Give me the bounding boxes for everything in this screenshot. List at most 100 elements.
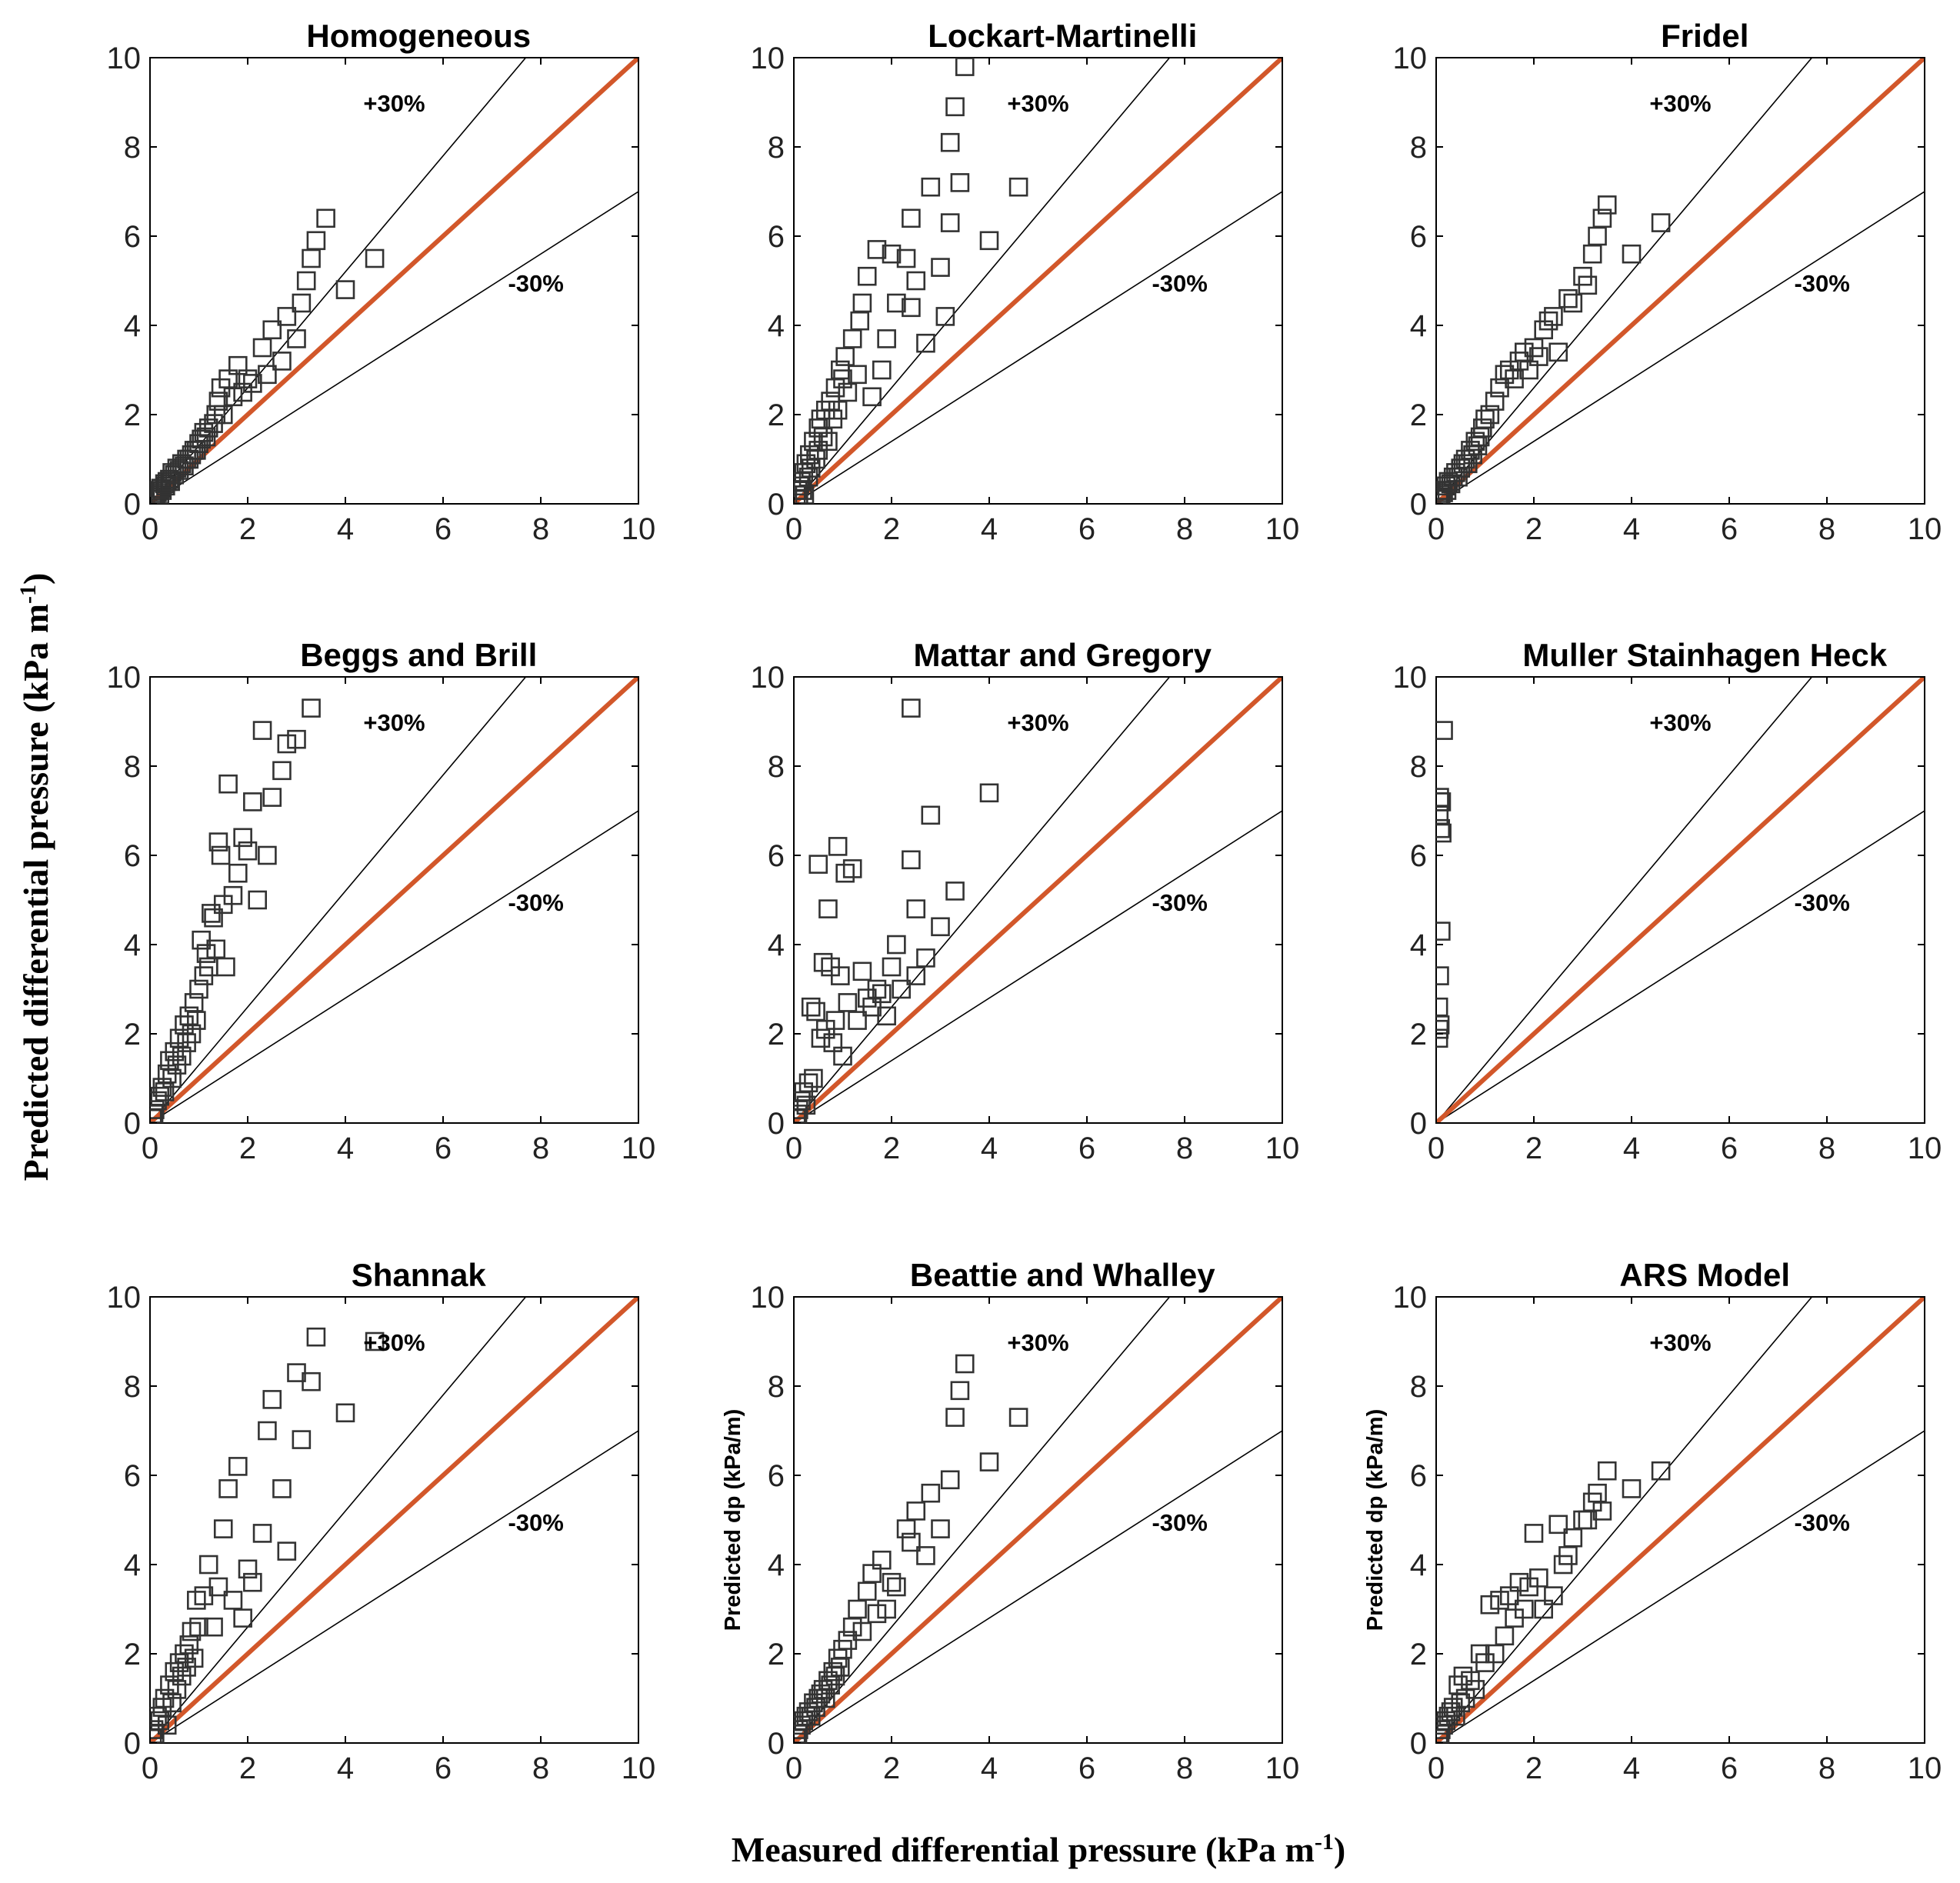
- panel-title: Beggs and Brill: [300, 637, 537, 673]
- data-point: [896, 248, 916, 268]
- y-tick-label: 2: [124, 398, 141, 432]
- data-point: [852, 293, 872, 313]
- data-point: [945, 97, 965, 117]
- upper-bound-label: +30%: [1007, 1329, 1068, 1356]
- x-tick-label: 8: [1176, 512, 1193, 546]
- data-point: [258, 1421, 277, 1441]
- x-tick-label: 4: [337, 1751, 354, 1785]
- lower-bound-line: [1436, 191, 1925, 504]
- y-tick-label: 2: [768, 398, 785, 432]
- data-points: [794, 1354, 1028, 1743]
- data-point: [872, 360, 892, 380]
- lower-bound-line: [794, 191, 1282, 504]
- parity-line: [150, 58, 638, 504]
- x-tick-label: 0: [785, 512, 802, 546]
- panel-muller-stainhagen-heck: 0 2 4 6 8 10 0 2 4 6 8 10 Muller Stainhagen Heck +30%…: [1393, 637, 1942, 1165]
- y-tick-label: 8: [768, 750, 785, 784]
- y-tick-label: 0: [1410, 488, 1427, 522]
- lower-bound-line: [1436, 1430, 1925, 1743]
- data-point: [189, 979, 208, 999]
- y-tick-label: 0: [768, 1727, 785, 1761]
- data-point: [175, 456, 194, 476]
- x-tick-label: 10: [622, 512, 656, 546]
- y-tick-label: 0: [768, 488, 785, 522]
- x-tick-label: 10: [1908, 1131, 1942, 1165]
- reference-lines: [1436, 677, 1925, 1123]
- upper-bound-line: [1436, 58, 1813, 504]
- data-point: [801, 997, 821, 1017]
- y-tick-label: 4: [768, 928, 785, 962]
- y-tick-label: 0: [124, 1107, 141, 1141]
- data-point: [887, 1577, 906, 1597]
- data-point: [831, 966, 850, 985]
- data-point: [833, 369, 852, 388]
- data-point: [1548, 342, 1568, 362]
- panel-beggs-and-brill: 0 2 4 6 8 10 0 2 4 6 8 10 Beggs and Brill +30% -30%: [107, 637, 656, 1165]
- lower-bound-line: [150, 1430, 638, 1743]
- data-point: [306, 231, 326, 251]
- data-point: [902, 1532, 921, 1552]
- y-tick-label: 2: [1410, 398, 1427, 432]
- x-tick-label: 2: [239, 1751, 256, 1785]
- lower-bound-line: [1436, 810, 1925, 1123]
- data-point: [916, 333, 935, 353]
- y-tick-label: 6: [768, 1459, 785, 1493]
- data-point: [1597, 1461, 1617, 1481]
- data-point: [272, 352, 292, 371]
- data-point: [1622, 244, 1642, 264]
- x-tick-label: 6: [435, 1751, 452, 1785]
- data-point: [179, 1635, 199, 1655]
- data-point: [238, 1559, 258, 1579]
- y-tick-label: 8: [1410, 750, 1427, 784]
- data-point: [258, 365, 277, 385]
- data-point: [877, 1599, 896, 1619]
- data-point: [950, 1381, 970, 1401]
- y-tick-label: 2: [768, 1018, 785, 1051]
- data-point: [1515, 1599, 1534, 1619]
- data-point: [1451, 1693, 1471, 1713]
- y-tick-label: 8: [768, 1370, 785, 1404]
- data-point: [833, 1046, 852, 1066]
- panel-title: Muller Stainhagen Heck: [1522, 637, 1887, 673]
- reference-lines: [1436, 1297, 1925, 1743]
- data-point: [921, 177, 941, 197]
- data-point: [916, 1546, 935, 1565]
- data-point: [945, 882, 965, 901]
- data-point: [906, 899, 926, 918]
- data-point: [931, 917, 950, 937]
- parity-line: [150, 677, 638, 1123]
- x-tick-label: 0: [1428, 1751, 1445, 1785]
- data-point: [867, 1604, 887, 1624]
- data-point: [872, 984, 892, 1004]
- x-tick-label: 10: [1265, 1751, 1300, 1785]
- data-point: [277, 734, 297, 754]
- panel-y-label: Predicted dp (kPa/m): [1363, 1409, 1388, 1631]
- data-point: [916, 948, 935, 968]
- data-point: [258, 845, 277, 865]
- figure-x-label-close: ): [1334, 1830, 1345, 1869]
- data-point: [823, 1033, 843, 1052]
- data-point: [1436, 792, 1452, 812]
- data-point: [931, 258, 950, 277]
- lower-bound-label: -30%: [1152, 889, 1207, 916]
- data-points: [794, 58, 1028, 504]
- data-point: [204, 1617, 223, 1637]
- data-point: [887, 293, 906, 313]
- panel-title: Homogeneous: [306, 18, 531, 54]
- data-point: [818, 432, 838, 452]
- y-tick-label: 2: [124, 1018, 141, 1051]
- data-point: [1544, 307, 1563, 326]
- data-point: [233, 1608, 252, 1628]
- lower-bound-label: -30%: [1794, 889, 1849, 916]
- x-tick-label: 4: [1623, 1131, 1640, 1165]
- data-point: [211, 845, 231, 865]
- x-tick-label: 8: [1818, 1751, 1835, 1785]
- figure-x-label: Measured differential pressure (kPa m-1): [732, 1829, 1345, 1869]
- data-point: [187, 1011, 206, 1030]
- y-tick-label: 4: [768, 1548, 785, 1582]
- data-point: [262, 320, 282, 340]
- y-tick-label: 6: [124, 1459, 141, 1493]
- lower-bound-line: [150, 810, 638, 1123]
- data-point: [1436, 721, 1453, 740]
- data-point: [162, 1693, 182, 1713]
